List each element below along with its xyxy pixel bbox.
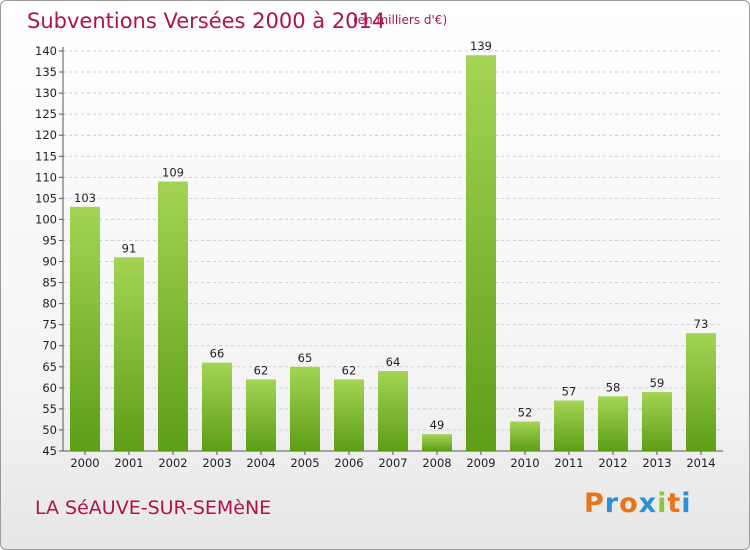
bar-2013	[642, 392, 672, 451]
y-tick-label: 95	[42, 233, 57, 247]
x-tick-label: 2002	[158, 456, 187, 470]
bar-2008	[422, 434, 452, 451]
x-tick-label: 2014	[686, 456, 715, 470]
bar-2004	[246, 379, 276, 451]
logo-letter: i	[657, 488, 668, 519]
bar-2001	[114, 257, 144, 451]
logo-letter: i	[681, 488, 692, 519]
y-tick-label: 70	[42, 339, 57, 353]
bar-value-label: 62	[254, 363, 269, 377]
y-tick-label: 60	[42, 381, 57, 395]
bar-value-label: 64	[386, 355, 401, 369]
x-tick-label: 2003	[202, 456, 231, 470]
x-tick-label: 2011	[554, 456, 583, 470]
bar-2003	[202, 362, 232, 451]
bar-2012	[598, 396, 628, 451]
bar-2009	[466, 55, 496, 452]
y-tick-label: 115	[35, 149, 57, 163]
y-tick-label: 110	[35, 170, 57, 184]
y-tick-label: 80	[42, 297, 57, 311]
bar-2011	[554, 400, 584, 451]
bar-2007	[378, 371, 408, 451]
y-tick-label: 105	[35, 191, 57, 205]
logo-letter: o	[619, 488, 639, 519]
x-tick-label: 2005	[290, 456, 319, 470]
y-tick-label: 140	[35, 44, 57, 58]
y-tick-label: 125	[35, 107, 57, 121]
bar-value-label: 49	[430, 418, 445, 432]
bar-2005	[290, 366, 320, 451]
bar-value-label: 91	[122, 241, 137, 255]
proxiti-logo[interactable]: Proxiti	[584, 488, 692, 519]
logo-letter: r	[604, 488, 620, 519]
bar-value-label: 65	[298, 351, 313, 365]
x-tick-label: 2007	[378, 456, 407, 470]
bar-2014	[686, 333, 716, 451]
bar-value-label: 57	[562, 384, 577, 398]
chart-subtitle: (en milliers d'€)	[353, 13, 448, 27]
bar-2002	[158, 181, 188, 452]
y-tick-label: 75	[42, 318, 57, 332]
x-tick-label: 2006	[334, 456, 363, 470]
x-tick-label: 2008	[422, 456, 451, 470]
bar-value-label: 58	[606, 380, 621, 394]
x-tick-label: 2013	[642, 456, 671, 470]
x-tick-label: 2000	[70, 456, 99, 470]
bar-value-label: 109	[162, 166, 184, 180]
y-tick-label: 130	[35, 86, 57, 100]
y-tick-label: 50	[42, 423, 57, 437]
bars: 103 91 109 66 62 65 62 64 49 139 52 57 58 59 73	[70, 39, 716, 452]
y-tick-label: 100	[35, 212, 57, 226]
y-tick-label: 90	[42, 255, 57, 269]
bar-value-label: 139	[470, 39, 492, 53]
logo-letter: t	[667, 488, 682, 519]
y-tick-label: 120	[35, 128, 57, 142]
bar-2006	[334, 379, 364, 451]
x-tick-label: 2012	[598, 456, 627, 470]
bar-2010	[510, 421, 540, 451]
y-tick-label: 45	[42, 444, 57, 458]
commune-name: LA SéAUVE-SUR-SEMèNE	[35, 497, 272, 519]
x-tick-label: 2004	[246, 456, 275, 470]
bar-value-label: 59	[650, 376, 665, 390]
bar-value-label: 73	[694, 317, 709, 331]
x-tick-label: 2001	[114, 456, 143, 470]
x-tick-label: 2009	[466, 456, 495, 470]
x-tick-label: 2010	[510, 456, 539, 470]
bar-value-label: 103	[74, 191, 96, 205]
y-tick-label: 135	[35, 65, 57, 79]
logo-letter: x	[638, 488, 658, 519]
bar-value-label: 52	[518, 406, 533, 420]
bar-value-label: 62	[342, 363, 357, 377]
bar-2000	[70, 206, 100, 451]
chart-title: Subventions Versées 2000 à 2014	[27, 9, 386, 33]
y-tick-label: 85	[42, 276, 57, 290]
y-tick-label: 55	[42, 402, 57, 416]
bar-value-label: 66	[210, 347, 225, 361]
y-tick-label: 65	[42, 360, 57, 374]
logo-letter: P	[584, 488, 605, 519]
